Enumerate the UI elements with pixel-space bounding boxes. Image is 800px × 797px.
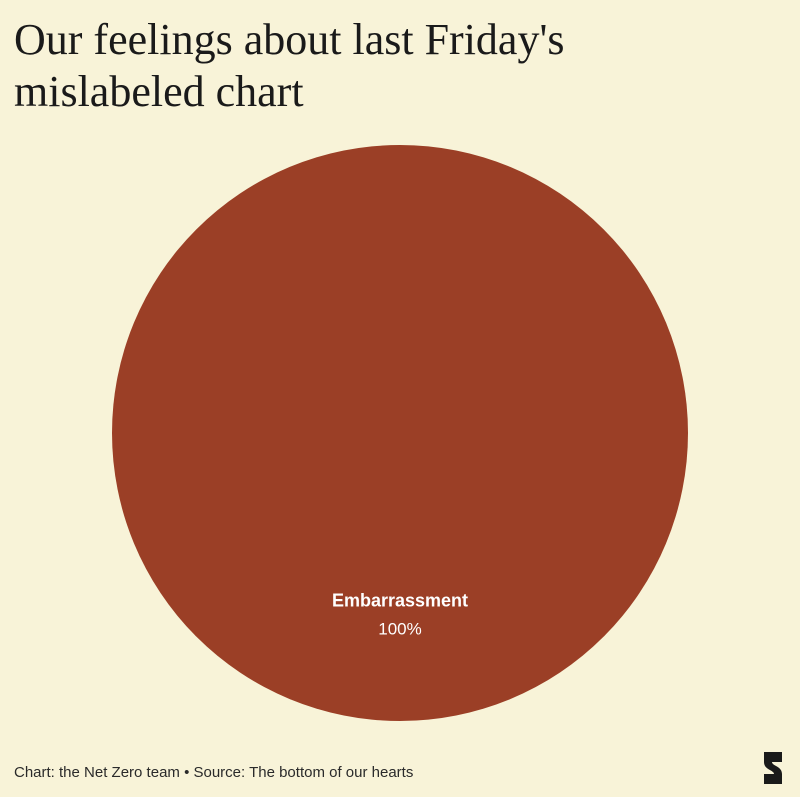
slice-label: Embarrassment [332, 591, 468, 611]
logo-mark [764, 752, 782, 784]
slice-value-label: 100% [378, 619, 421, 638]
pie-slice [112, 145, 688, 721]
logo [764, 752, 782, 784]
source-note: Chart: the Net Zero team • Source: The b… [14, 764, 414, 781]
chart-title: Our feelings about last Friday's mislabe… [14, 15, 565, 116]
